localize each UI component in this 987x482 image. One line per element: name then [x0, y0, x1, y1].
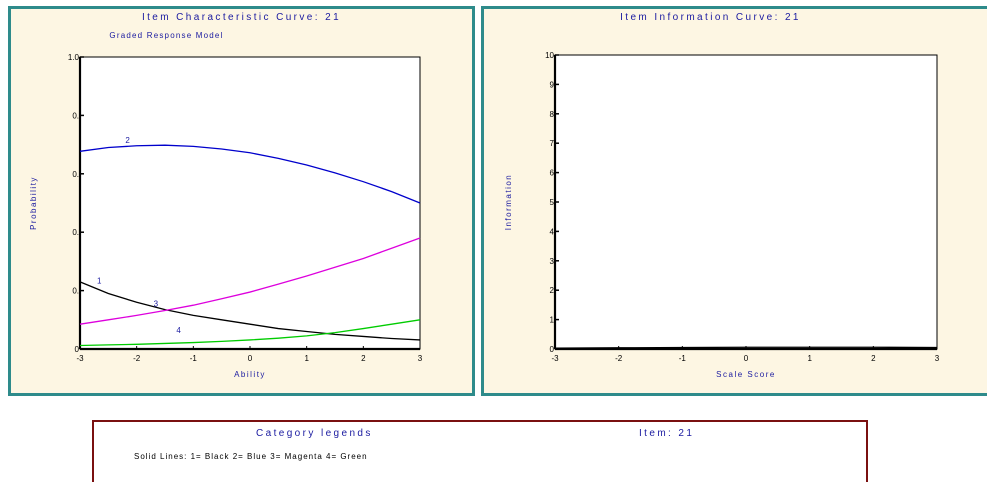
iic-x-tick-label: -1 [679, 354, 687, 363]
icc-chart: -3 -2 -1 0 1 2 3 0 0. 0. 0. 0. 1.0 Ability Probability… [29, 53, 423, 379]
iic-x-tick-label: -3 [551, 354, 559, 363]
iic-x-axis-label: Scale Score [716, 370, 776, 379]
iic-y-tick-label: 0 [550, 345, 555, 354]
icc-panel: Item Characteristic Curve: 21 Graded Res… [8, 6, 475, 396]
icc-y-axis-label: Probability [29, 176, 38, 230]
icc-x-tick-label: 2 [361, 354, 366, 363]
icc-x-tick-label: -2 [133, 354, 141, 363]
iic-series-1-line [554, 346, 938, 349]
iic-y-tick-label: 9 [550, 80, 555, 89]
icc-title: Item Characteristic Curve: 21 [141, 12, 342, 23]
icc-series-1-label: 1 [97, 276, 102, 285]
iic-x-tick-label: 0 [744, 354, 749, 363]
iic-title: Item Information Curve: 21 [620, 12, 801, 23]
iic-y-axis-label: Information [504, 174, 513, 231]
icc-y-tick-label: 0 [75, 345, 80, 354]
icc-x-tick-label: -3 [76, 354, 84, 363]
icc-series-4-line [79, 319, 421, 347]
iic-panel: Item Information Curve: 21 -3 -2 -1 0 1 2 3 0 1 2… [481, 6, 987, 396]
icc-subtitle: Graded Response Model [109, 31, 224, 40]
icc-y-tick-label: 0. [72, 287, 79, 296]
iic-y-tick-label: 3 [550, 257, 555, 266]
icc-y-tick-label: 0. [72, 170, 79, 179]
icc-series-1-line [79, 281, 421, 341]
icc-series-2-line [79, 144, 421, 204]
icc-y-tick-label: 0. [72, 228, 79, 237]
icc-y-tick-label: 0. [72, 111, 79, 120]
iic-y-tick-label: 2 [550, 286, 555, 295]
iic-y-tick-label: 6 [550, 169, 555, 178]
icc-x-tick-label: 0 [248, 354, 253, 363]
iic-x-tick-label: 3 [935, 354, 940, 363]
icc-x-tick-label: 1 [304, 354, 309, 363]
legend-line-description: Solid Lines: 1= Black 2= Blue 3= Magenta… [134, 452, 368, 461]
legend-title: Category legends [256, 428, 373, 439]
iic-x-tick-label: 2 [871, 354, 876, 363]
iic-y-tick-label: 1 [550, 316, 555, 325]
icc-plot-area [79, 56, 421, 350]
icc-x-axis-label: Ability [234, 370, 266, 379]
iic-chart: -3 -2 -1 0 1 2 3 0 1 2 3 4 5 6 7 8 9 10 Scale Score Informa… [504, 51, 940, 379]
iic-x-tick-label: 1 [807, 354, 812, 363]
iic-y-tick-label: 5 [550, 198, 555, 207]
icc-x-tick-label: -1 [190, 354, 198, 363]
iic-y-tick-label: 10 [545, 51, 554, 60]
iic-plot-area [554, 54, 938, 350]
category-legend-box: Category legends Item: 21 Solid Lines: 1… [92, 420, 868, 482]
iic-y-tick-label: 4 [550, 227, 555, 236]
icc-series-4-label: 4 [176, 326, 181, 335]
icc-series-2-label: 2 [125, 136, 130, 145]
iic-x-tick-label: -2 [615, 354, 623, 363]
icc-series-3-line [79, 237, 421, 325]
icc-series-3-label: 3 [154, 300, 159, 309]
iic-y-tick-label: 7 [550, 139, 555, 148]
iic-y-tick-label: 8 [550, 110, 555, 119]
icc-y-tick-label: 1.0 [68, 53, 80, 62]
icc-x-tick-label: 3 [418, 354, 423, 363]
legend-item-number: Item: 21 [639, 428, 695, 439]
